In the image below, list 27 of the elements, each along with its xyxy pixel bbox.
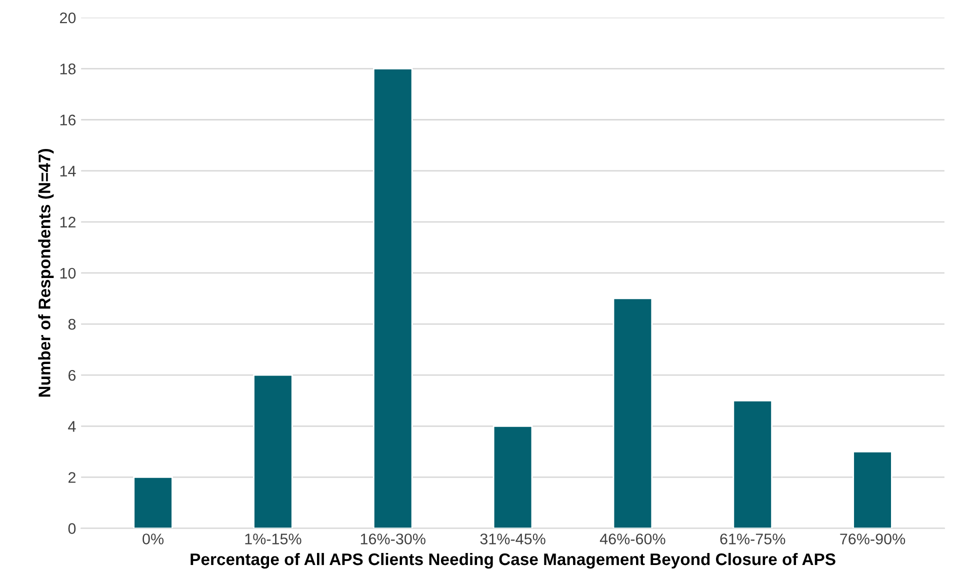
y-tick-label: 6: [68, 370, 76, 381]
x-tick-label: 76%-90%: [840, 534, 906, 544]
y-tick-label: 20: [60, 12, 76, 24]
y-tick-label: 0: [68, 523, 76, 534]
x-tick-label: 16%-30%: [360, 534, 426, 544]
y-tick-label: 10: [60, 268, 76, 279]
y-tick-label: 2: [68, 472, 76, 483]
bar: [732, 400, 772, 528]
x-tick-label: 31%-45%: [480, 534, 546, 544]
x-tick-label: 1%-15%: [245, 534, 302, 544]
y-tick-label: 12: [60, 216, 76, 228]
x-tick-label: 0%: [142, 534, 164, 544]
y-tick-label: 8: [68, 318, 76, 330]
x-tick-label: 46%-60%: [600, 534, 666, 544]
x-axis-title: Percentage of All APS Clients Needing Case Management Beyond Closure of APS: [190, 552, 836, 569]
bar: [133, 476, 173, 528]
bar: [253, 374, 293, 528]
y-tick-label: 14: [60, 166, 76, 176]
y-tick-label: 16: [60, 114, 76, 126]
bar: [852, 451, 892, 528]
bar: [372, 68, 413, 528]
x-tick-label: 61%-75%: [720, 534, 786, 544]
y-axis-title: Number of Respondents (N=47): [38, 148, 54, 397]
bar: [612, 298, 653, 528]
y-tick-label: 4: [68, 421, 76, 432]
y-tick-label: 18: [60, 64, 76, 74]
bar: [492, 425, 533, 528]
